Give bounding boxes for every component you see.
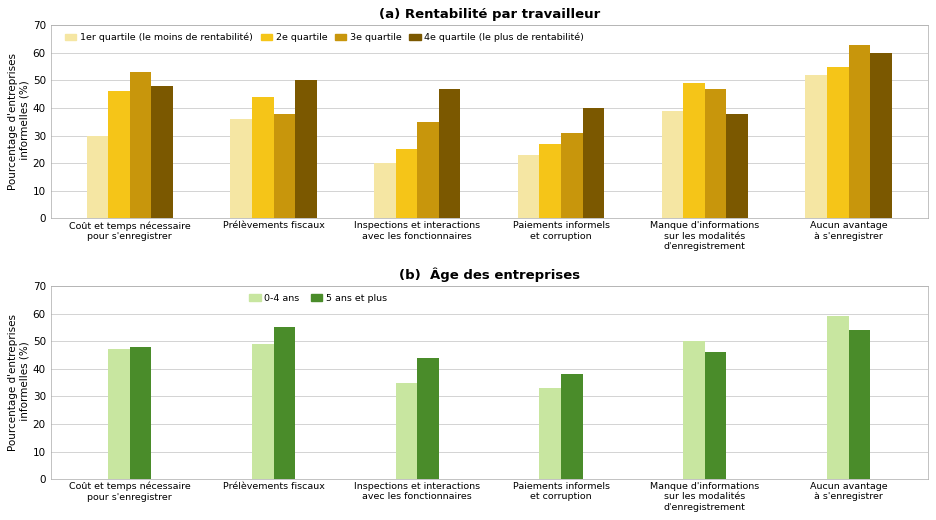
Bar	[87, 136, 109, 218]
Bar	[252, 97, 273, 218]
Bar	[396, 149, 417, 218]
Bar	[439, 89, 461, 218]
Y-axis label: Pourcentage d'entreprises
 informelles (%): Pourcentage d'entreprises informelles (%…	[8, 54, 30, 190]
Bar	[561, 133, 582, 218]
Bar	[705, 89, 726, 218]
Bar	[683, 341, 705, 479]
Bar	[295, 81, 316, 218]
Bar	[152, 86, 173, 218]
Bar	[518, 155, 539, 218]
Bar	[582, 108, 605, 218]
Bar	[252, 344, 273, 479]
Bar	[561, 374, 582, 479]
Bar	[130, 72, 152, 218]
Legend: 1er quartile (le moins de rentabilité), 2e quartile, 3e quartile, 4e quartile (l: 1er quartile (le moins de rentabilité), …	[62, 29, 588, 46]
Y-axis label: Pourcentage d'entreprises
 informelles (%): Pourcentage d'entreprises informelles (%…	[8, 314, 30, 451]
Title: (a) Rentabilité par travailleur: (a) Rentabilité par travailleur	[378, 8, 600, 21]
Bar	[396, 383, 417, 479]
Bar	[539, 388, 561, 479]
Bar	[230, 119, 252, 218]
Bar	[109, 92, 130, 218]
Bar	[827, 316, 849, 479]
Bar	[374, 163, 396, 218]
Bar	[417, 122, 439, 218]
Bar	[806, 75, 827, 218]
Bar	[273, 113, 295, 218]
Legend: 0-4 ans, 5 ans et plus: 0-4 ans, 5 ans et plus	[245, 290, 391, 306]
Bar	[683, 83, 705, 218]
Bar	[849, 45, 870, 218]
Bar	[273, 328, 295, 479]
Bar	[726, 113, 748, 218]
Bar	[827, 67, 849, 218]
Bar	[870, 53, 892, 218]
Bar	[849, 330, 870, 479]
Bar	[705, 352, 726, 479]
Bar	[662, 111, 683, 218]
Bar	[109, 349, 130, 479]
Bar	[130, 347, 152, 479]
Bar	[539, 144, 561, 218]
Bar	[417, 358, 439, 479]
Title: (b)  Âge des entreprises: (b) Âge des entreprises	[399, 268, 579, 282]
